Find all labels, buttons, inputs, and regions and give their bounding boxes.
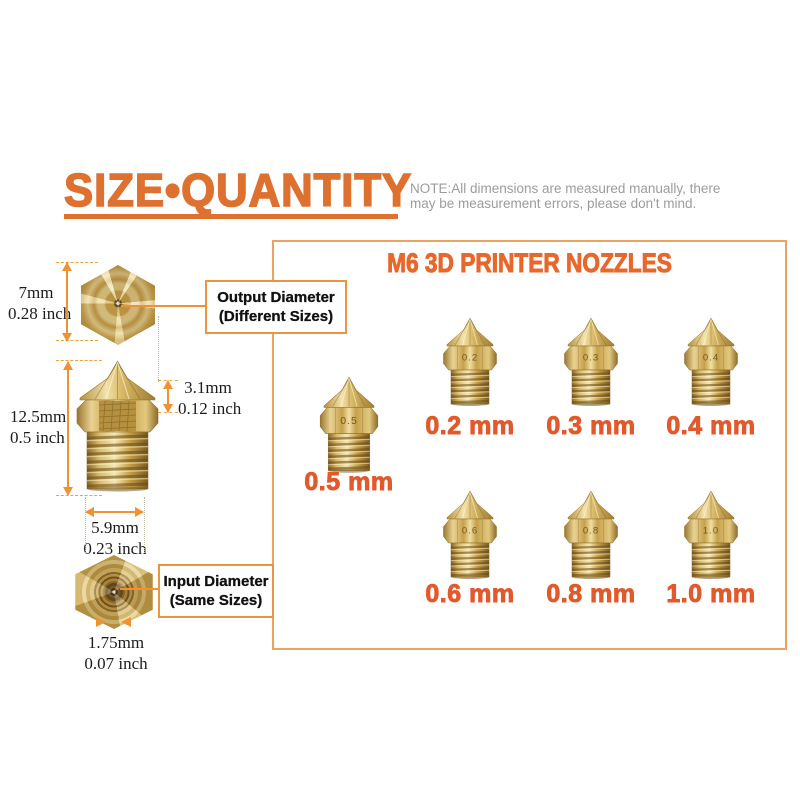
size-label-0-2: 0.2 mm — [425, 412, 515, 441]
size-label-0-6: 0.6 mm — [425, 580, 515, 609]
note-line-1: NOTE:All dimensions are measured manuall… — [410, 181, 721, 196]
dimension-arrow-1-75mm-right — [121, 617, 131, 627]
dim-thread-inch: 0.23 inch — [83, 538, 147, 558]
dim-height: 12.5mm 0.5 inch — [10, 407, 67, 448]
nozzle-0-5: 0.5 — [318, 376, 380, 476]
dim-outer-inch: 0.28 inch — [8, 303, 72, 323]
dimension-arrow-3-1mm — [163, 380, 173, 413]
size-label-0-3: 0.3 mm — [546, 412, 636, 441]
dimension-arrow-5-9mm — [85, 507, 144, 517]
dim-height-mm: 12.5mm — [10, 407, 67, 426]
nozzle-panel-box — [272, 240, 787, 650]
output-diameter-callout: Output Diameter (Different Sizes) — [205, 280, 347, 334]
nozzle-side-view-photo — [76, 360, 159, 492]
input-callout-line-1: Input Diameter — [163, 572, 269, 590]
panel-title: M6 3D PRINTER NOZZLES — [387, 248, 673, 279]
extension-line — [56, 340, 98, 341]
nozzle-0-6-engraving: 0.6 — [461, 525, 479, 537]
nozzle-0-6: 0.6 — [442, 490, 498, 582]
dim-outer-mm: 7mm — [18, 283, 54, 302]
input-diameter-callout: Input Diameter (Same Sizes) — [158, 564, 274, 618]
callout-line-output — [121, 305, 206, 307]
output-callout-line-1: Output Diameter — [217, 288, 335, 306]
dim-hex-mm: 3.1mm — [184, 378, 232, 397]
nozzle-0-8-engraving: 0.8 — [582, 525, 600, 537]
note-line-2: may be measurement errors, please don't … — [410, 196, 697, 212]
callout-line-input — [120, 588, 160, 590]
page-title: SIZE•QUANTITY — [63, 163, 413, 217]
dim-outer: 7mm 0.28 inch — [8, 283, 72, 324]
input-callout-line-2: (Same Sizes) — [169, 592, 263, 609]
title-underline — [64, 214, 398, 219]
dim-input-inch: 0.07 inch — [84, 653, 148, 673]
guide-line — [85, 497, 86, 553]
nozzle-0-2-engraving: 0.2 — [461, 352, 479, 364]
dim-height-inch: 0.5 inch — [10, 427, 65, 447]
nozzle-0-3: 0.3 — [563, 317, 619, 409]
extension-line — [56, 495, 102, 496]
size-label-1-0: 1.0 mm — [666, 580, 756, 609]
nozzle-0-8: 0.8 — [563, 490, 619, 582]
dim-hex: 3.1mm 0.12 inch — [178, 378, 242, 419]
nozzle-0-3-engraving: 0.3 — [582, 352, 600, 364]
nozzle-1-0-engraving: 1.0 — [702, 525, 720, 537]
nozzle-0-5-engraving: 0.5 — [340, 414, 358, 427]
extension-line — [56, 360, 102, 361]
dim-input-mm: 1.75mm — [87, 633, 145, 652]
nozzle-0-4-engraving: 0.4 — [702, 352, 720, 364]
nozzle-0-4: 0.4 — [683, 317, 739, 409]
size-label-0-8: 0.8 mm — [546, 580, 636, 609]
dim-input: 1.75mm 0.07 inch — [76, 633, 156, 674]
nozzle-1-0: 1.0 — [683, 490, 739, 582]
nozzle-bottom-view-photo — [75, 555, 153, 629]
dim-thread-mm: 5.9mm — [91, 518, 139, 537]
dimension-arrow-7mm — [62, 262, 72, 342]
guide-line — [144, 497, 145, 553]
extension-line — [56, 262, 98, 263]
dim-hex-inch: 0.12 inch — [178, 398, 242, 418]
note-text: NOTE:All dimensions are measured manuall… — [410, 181, 770, 211]
nozzle-0-2: 0.2 — [442, 317, 498, 409]
output-callout-line-2: (Different Sizes) — [218, 308, 334, 325]
dimension-arrow-12-5mm — [63, 361, 73, 496]
dim-thread: 5.9mm 0.23 inch — [76, 518, 154, 559]
size-label-0-4: 0.4 mm — [666, 412, 756, 441]
dimension-arrow-1-75mm-left — [96, 617, 106, 627]
guide-line — [158, 316, 159, 382]
